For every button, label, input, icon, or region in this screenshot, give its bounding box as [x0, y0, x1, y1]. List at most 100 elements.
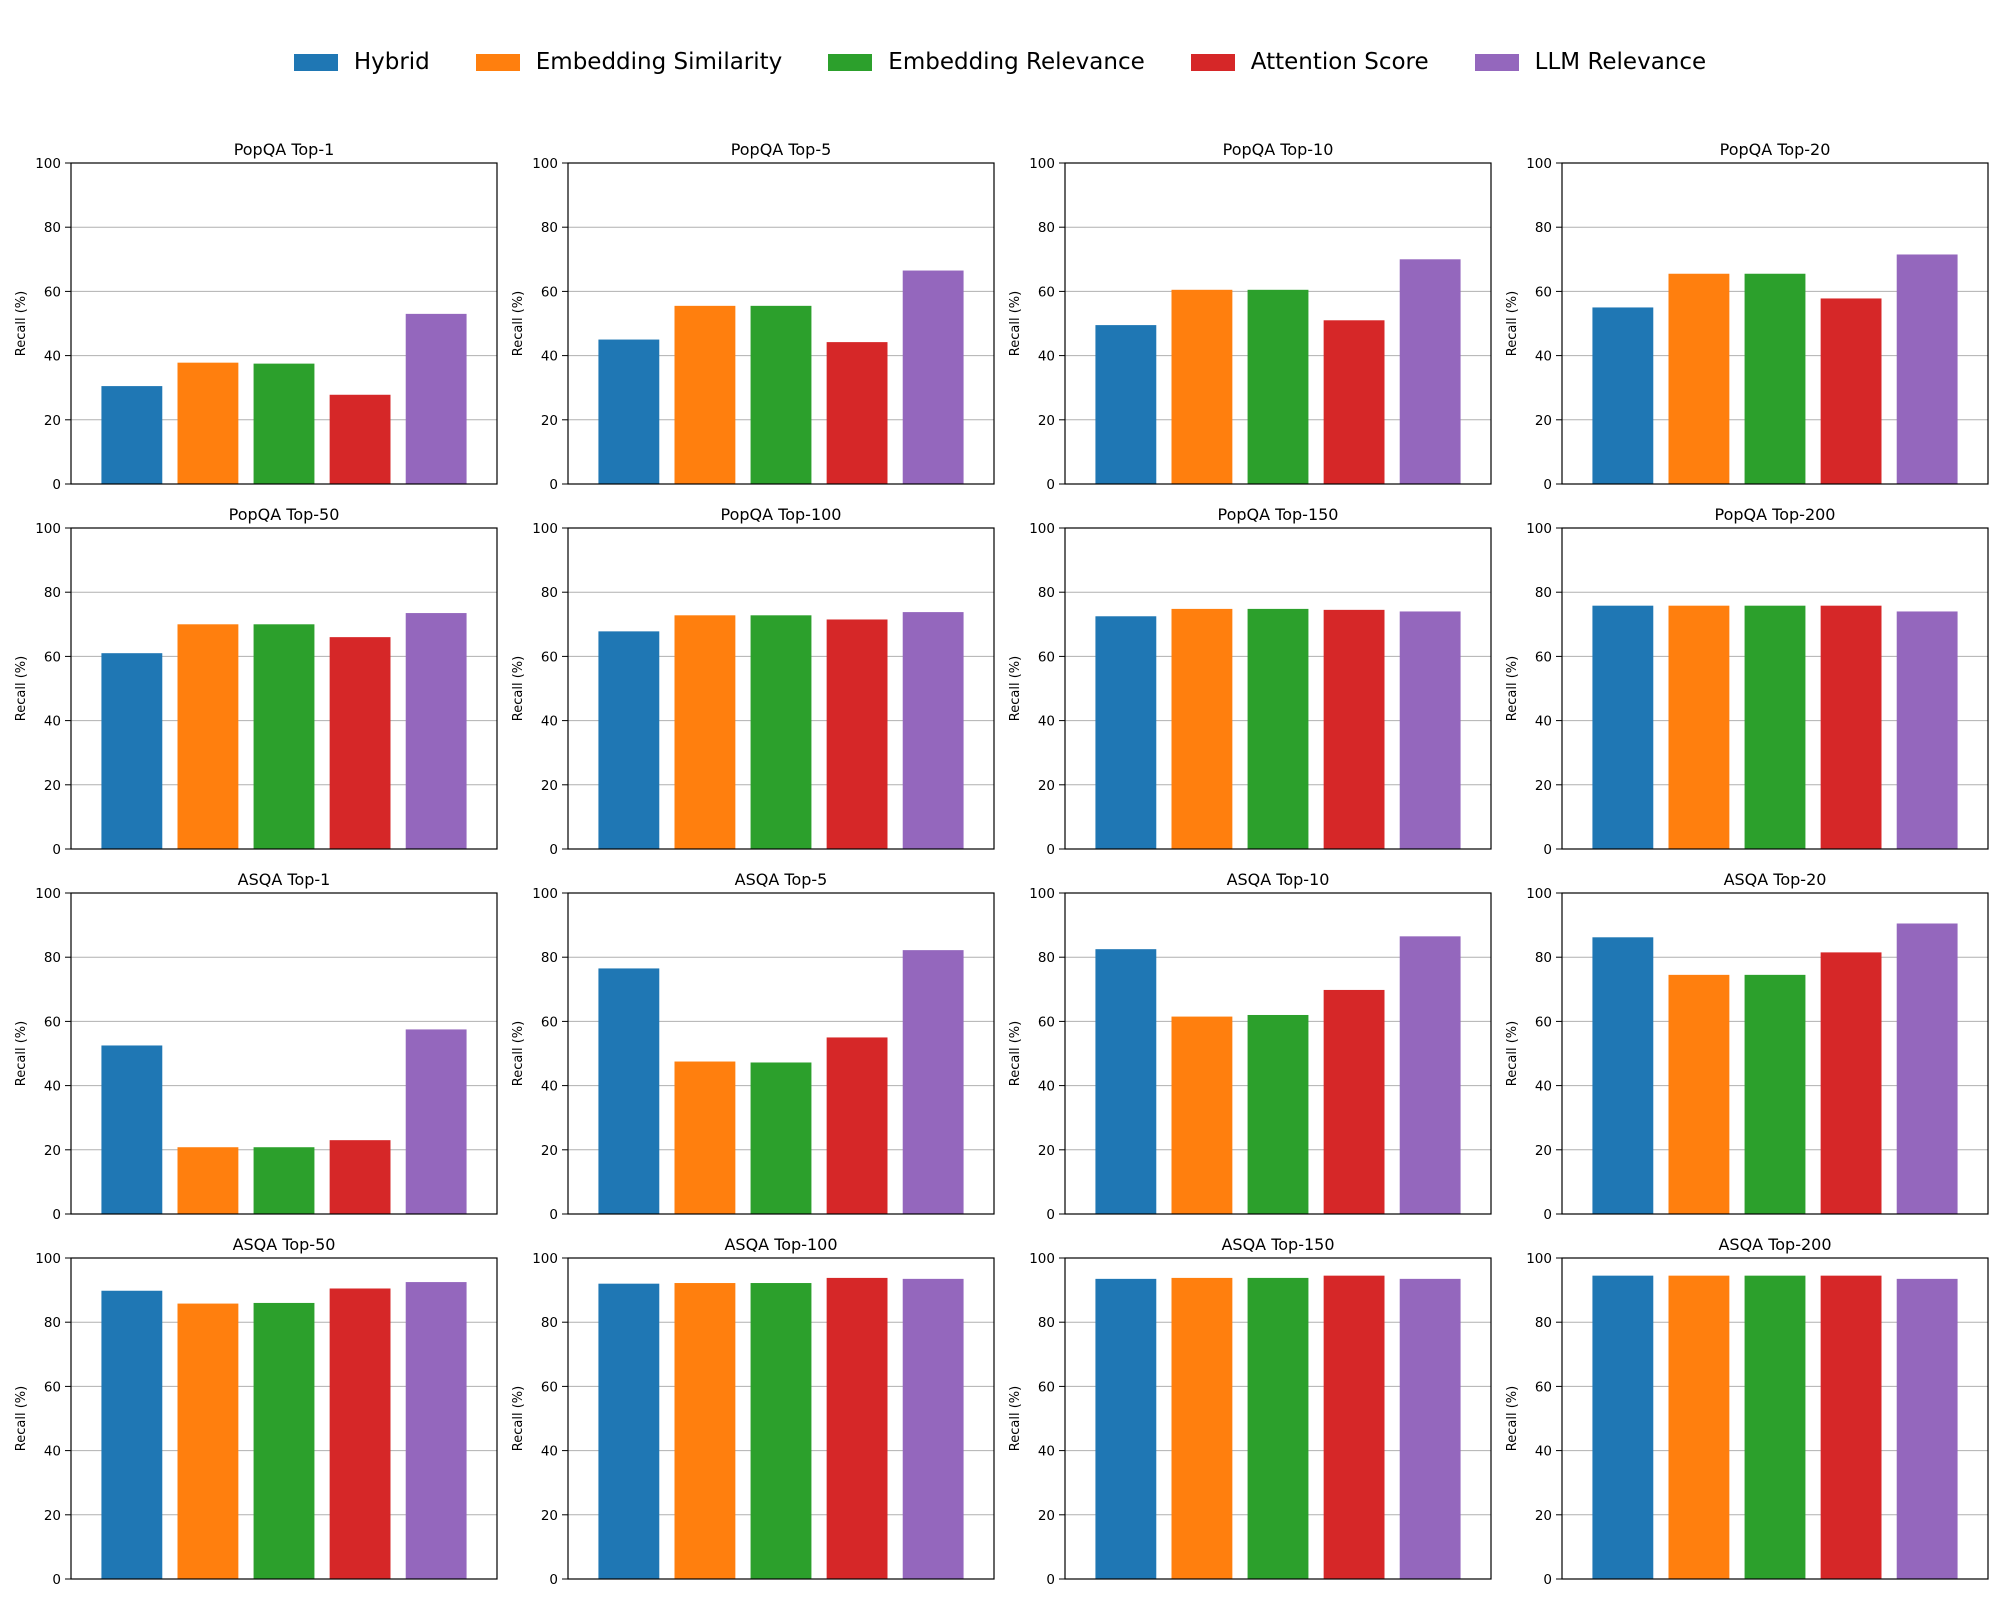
y-tick-label: 60	[1038, 1014, 1055, 1030]
plot-frame	[567, 527, 995, 850]
y-axis-label: Recall (%)	[1008, 291, 1023, 356]
bar-embedding-similarity	[1668, 273, 1730, 484]
y-tick-label: 40	[1535, 1079, 1552, 1095]
bar-hybrid	[1592, 1275, 1654, 1579]
bar-embedding-similarity	[177, 624, 239, 849]
plot-frame	[70, 162, 498, 485]
bar-attention-score	[1323, 320, 1385, 484]
chart-popqa-top-150: 0 20 40 60 80 100 PopQA Top-150 Recall (%)	[1008, 505, 1492, 858]
y-tick-label: 40	[1535, 349, 1552, 365]
y-tick-label: 40	[541, 349, 558, 365]
bar-llm-relevance	[1399, 936, 1461, 1214]
bar-embedding-relevance	[253, 624, 315, 849]
legend-swatch-llm-relevance	[1474, 53, 1519, 71]
y-tick-label: 80	[541, 585, 558, 601]
chart-popqa-top-50: 0 20 40 60 80 100 PopQA Top-50 Recall (%)	[14, 505, 498, 858]
legend-item-llm-relevance: LLM Relevance	[1474, 49, 1706, 75]
bar-embedding-similarity	[177, 362, 239, 484]
plot-frame	[70, 1257, 498, 1580]
y-tick-label: 100	[35, 886, 61, 902]
bar-attention-score	[329, 1140, 391, 1214]
y-tick-label: 60	[44, 284, 61, 300]
y-tick-label: 0	[52, 1572, 61, 1588]
chart-title: PopQA Top-5	[731, 140, 832, 159]
bar-llm-relevance	[1896, 611, 1958, 849]
y-tick-label: 80	[541, 1315, 558, 1331]
plot-frame	[1561, 892, 1989, 1215]
y-tick-label: 20	[1535, 1143, 1552, 1159]
y-tick-label: 60	[1535, 649, 1552, 665]
y-tick-label: 20	[541, 778, 558, 794]
legend-label-hybrid: Hybrid	[353, 49, 430, 75]
bar-llm-relevance	[405, 1282, 467, 1579]
bar-llm-relevance	[902, 1278, 964, 1579]
y-tick-label: 60	[1535, 1014, 1552, 1030]
legend-swatch-embedding-similarity	[475, 53, 520, 71]
bar-attention-score	[1820, 1275, 1882, 1579]
chart-title: ASQA Top-1	[238, 870, 331, 889]
chart-popqa-top-1: 0 20 40 60 80 100 PopQA Top-1 Recall (%)	[14, 140, 498, 493]
chart-asqa-top-5: 0 20 40 60 80 100 ASQA Top-5 Recall (%)	[511, 870, 995, 1223]
y-tick-label: 60	[1038, 284, 1055, 300]
y-tick-label: 40	[1038, 1079, 1055, 1095]
chart-asqa-top-200: 0 20 40 60 80 100 ASQA Top-200 Recall (%)	[1505, 1235, 1989, 1588]
legend-item-embedding-relevance: Embedding Relevance	[828, 49, 1145, 75]
y-tick-label: 40	[1038, 1444, 1055, 1460]
bar-embedding-relevance	[1744, 605, 1806, 849]
y-tick-label: 80	[541, 950, 558, 966]
bar-llm-relevance	[1399, 1278, 1461, 1579]
y-tick-label: 80	[1038, 585, 1055, 601]
y-tick-label: 20	[1535, 1508, 1552, 1524]
bar-embedding-relevance	[253, 1302, 315, 1579]
legend: Hybrid Embedding Similarity Embedding Re…	[0, 40, 2000, 84]
y-tick-label: 80	[1535, 1315, 1552, 1331]
bar-embedding-relevance	[253, 363, 315, 484]
chart-title: PopQA Top-20	[1720, 140, 1831, 159]
chart-title: PopQA Top-1	[234, 140, 335, 159]
bar-hybrid	[598, 968, 660, 1214]
y-tick-label: 100	[1526, 521, 1552, 537]
chart-title: ASQA Top-150	[1221, 1235, 1334, 1254]
chart-title: ASQA Top-20	[1724, 870, 1827, 889]
plot-frame	[70, 892, 498, 1215]
bar-attention-score	[826, 342, 888, 484]
bar-embedding-similarity	[1171, 289, 1233, 484]
y-tick-label: 20	[1535, 778, 1552, 794]
bar-attention-score	[1820, 605, 1882, 849]
y-tick-label: 100	[1029, 156, 1055, 172]
chart-popqa-top-100: 0 20 40 60 80 100 PopQA Top-100 Recall (%)	[511, 505, 995, 858]
y-tick-label: 60	[541, 1014, 558, 1030]
bar-hybrid	[101, 1290, 163, 1579]
y-axis-label: Recall (%)	[511, 291, 526, 356]
y-tick-label: 0	[549, 477, 558, 493]
y-tick-label: 80	[44, 585, 61, 601]
y-tick-label: 40	[541, 714, 558, 730]
y-tick-label: 100	[1029, 886, 1055, 902]
y-tick-label: 80	[1038, 1315, 1055, 1331]
chart-title: ASQA Top-50	[233, 1235, 336, 1254]
y-tick-label: 20	[1038, 1143, 1055, 1159]
y-tick-label: 40	[44, 1079, 61, 1095]
plot-frame	[1561, 1257, 1989, 1580]
y-tick-label: 100	[35, 521, 61, 537]
bar-hybrid	[1095, 1278, 1157, 1579]
y-tick-label: 100	[1029, 521, 1055, 537]
bar-attention-score	[1820, 298, 1882, 484]
y-axis-label: Recall (%)	[1008, 656, 1023, 721]
y-tick-label: 80	[1535, 220, 1552, 236]
y-tick-label: 0	[549, 842, 558, 858]
bar-llm-relevance	[1399, 611, 1461, 849]
bar-embedding-similarity	[674, 1061, 736, 1214]
bar-llm-relevance	[1896, 254, 1958, 484]
bar-llm-relevance	[902, 612, 964, 849]
legend-item-hybrid: Hybrid	[293, 49, 430, 75]
y-tick-label: 0	[549, 1572, 558, 1588]
y-tick-label: 0	[52, 1207, 61, 1223]
y-tick-label: 20	[541, 1508, 558, 1524]
y-tick-label: 0	[1046, 477, 1055, 493]
plot-frame	[1064, 1257, 1492, 1580]
chart-title: PopQA Top-200	[1715, 505, 1836, 524]
bar-attention-score	[329, 1288, 391, 1579]
plot-frame	[1561, 162, 1989, 485]
bar-hybrid	[1592, 937, 1654, 1214]
